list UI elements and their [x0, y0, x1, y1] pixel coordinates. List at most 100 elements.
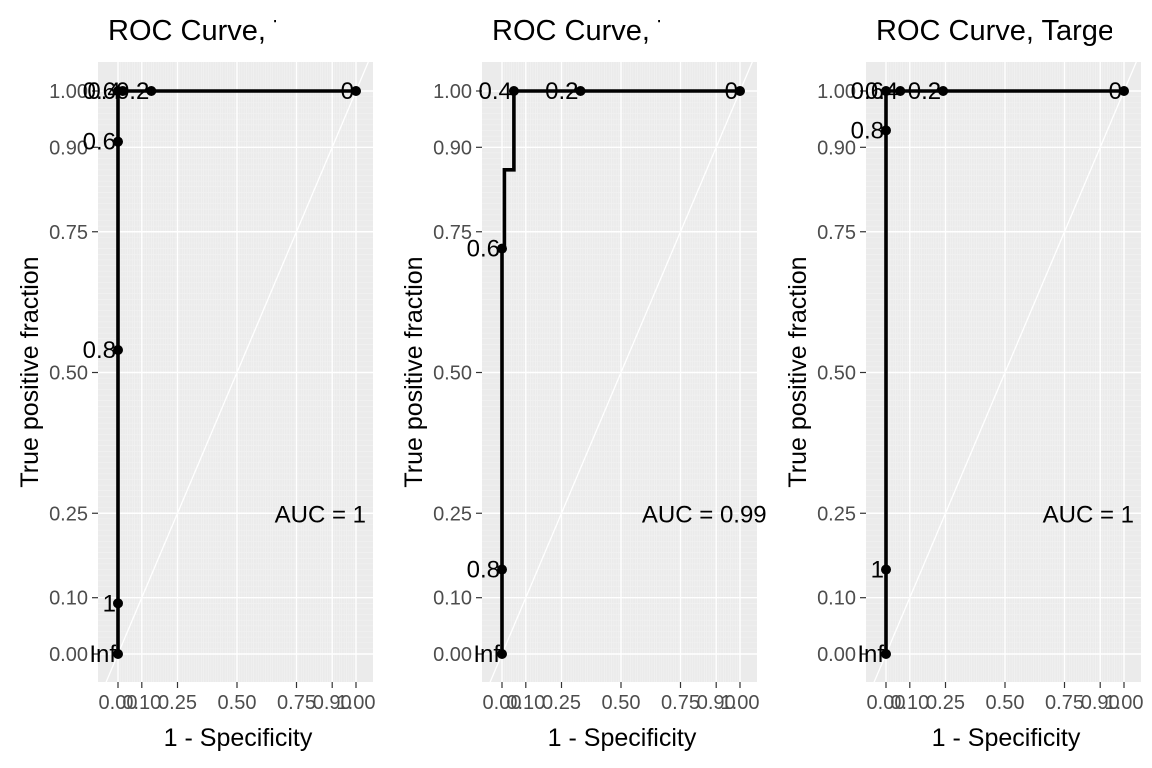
y-tick-label: 1.00	[433, 81, 472, 103]
cutoff-points: Inf 1 0.8 0.60.4 0.2 0	[851, 78, 1129, 668]
cutoff-label: Inf	[89, 641, 116, 668]
x-tick-label: 0.00	[483, 692, 522, 714]
cutoff-point	[881, 564, 891, 575]
cutoff-point	[881, 86, 891, 96]
x-tick-label: 0.25	[542, 692, 581, 714]
axes: 0.000.100.250.500.750.901.000.000.100.25…	[433, 81, 759, 714]
axes: 0.000.100.250.500.750.901.000.000.100.25…	[49, 81, 375, 714]
y-tick-label: 0.50	[433, 363, 472, 385]
cutoff-point	[113, 136, 123, 147]
x-tick-label: 0.10	[506, 692, 545, 714]
diagonal-reference-line	[489, 62, 753, 682]
cutoff-point	[117, 86, 128, 96]
y-tick-label: 0.90	[817, 137, 856, 159]
x-tick-label: 1.00	[337, 692, 376, 714]
y-tick-label: 0.25	[49, 503, 88, 525]
y-axis-label: True positive fraction	[16, 256, 44, 487]
cutoff-label: 1	[103, 590, 116, 617]
cutoff-label: 0.6	[83, 78, 116, 105]
cutoff-label: 0.4	[479, 78, 512, 105]
axes: 0.000.100.250.500.750.901.000.000.100.25…	[817, 81, 1143, 714]
roc-panel-2: 0.000.100.250.500.750.901.000.000.100.25…	[400, 15, 767, 752]
x-tick-label: 0.50	[602, 692, 641, 714]
x-tick-label: 0.00	[99, 692, 138, 714]
y-tick-label: 0.10	[49, 588, 88, 610]
cutoff-label: 0.8	[83, 337, 116, 364]
y-tick-label: 0.25	[817, 503, 856, 525]
cutoff-label: Inf	[473, 641, 500, 668]
x-tick-label: 1.00	[1105, 692, 1144, 714]
y-axis-label: True positive fraction	[400, 256, 428, 487]
x-axis-label: 1 - Specificity	[164, 724, 313, 752]
y-tick-label: 0.90	[49, 137, 88, 159]
y-tick-label: 0.00	[49, 644, 88, 666]
cutoff-point	[351, 86, 361, 96]
cutoff-point	[113, 598, 123, 609]
title-crop-mask	[660, 0, 768, 62]
cutoff-point	[113, 649, 123, 659]
x-tick-label: 0.50	[986, 692, 1025, 714]
y-tick-label: 1.00	[817, 81, 856, 103]
y-tick-label: 0.75	[49, 222, 88, 244]
x-tick-label: 0.25	[158, 692, 197, 714]
cutoff-label: 0.8	[467, 557, 500, 584]
diagonal-reference-line	[873, 62, 1137, 682]
x-tick-label: 0.75	[277, 692, 316, 714]
cutoff-point	[895, 86, 906, 96]
y-tick-label: 0.50	[49, 363, 88, 385]
cutoff-label: 0.6	[83, 129, 116, 156]
y-tick-label: 0.00	[433, 644, 472, 666]
y-tick-label: 1.00	[49, 81, 88, 103]
y-tick-label: 0.75	[433, 222, 472, 244]
cutoff-point	[508, 86, 519, 96]
x-tick-label: 1.00	[721, 692, 760, 714]
cutoff-point	[146, 86, 157, 96]
title-crop-mask	[276, 0, 384, 62]
cutoff-point	[113, 344, 123, 355]
x-tick-label: 0.75	[1045, 692, 1084, 714]
y-tick-label: 0.75	[817, 222, 856, 244]
x-tick-label: 0.10	[122, 692, 161, 714]
x-axis-label: 1 - Specificity	[548, 724, 697, 752]
cutoff-label: 0.4	[87, 78, 120, 105]
cutoff-point	[735, 86, 745, 96]
auc-label: AUC = 1	[275, 501, 366, 528]
cutoff-label: 0.8	[851, 117, 884, 144]
cutoff-label: 0.2	[116, 78, 149, 105]
panel-title: ROC Curve, Target	[876, 15, 1122, 47]
x-tick-label: 0.75	[661, 692, 700, 714]
y-axis-label: True positive fraction	[784, 256, 812, 487]
cutoff-points: Inf 0.8 0.6 0.4 0.2 0	[467, 78, 745, 668]
cutoff-label: 0.6	[467, 236, 500, 263]
plot-area: 0.000.100.250.500.750.901.000.000.100.25…	[817, 62, 1143, 714]
cutoff-point	[1119, 86, 1129, 96]
cutoff-label: 0.2	[545, 78, 578, 105]
auc-label: AUC = 1	[1043, 501, 1134, 528]
y-tick-label: 0.00	[817, 644, 856, 666]
cutoff-point	[881, 125, 891, 136]
roc-panel-3: 0.000.100.250.500.750.901.000.000.100.25…	[784, 15, 1143, 752]
cutoff-label: 0	[725, 78, 738, 105]
title-crop-mask	[1112, 0, 1152, 62]
cutoff-point	[938, 86, 949, 96]
roc-curve-line	[500, 89, 740, 654]
cutoff-label: 0.6	[851, 78, 884, 105]
x-axis-label: 1 - Specificity	[932, 724, 1081, 752]
grid-lines	[98, 62, 373, 682]
cutoff-label: 0.4	[865, 78, 898, 105]
cutoff-label: 0	[1109, 78, 1122, 105]
plot-area: 0.000.100.250.500.750.901.000.000.100.25…	[433, 62, 767, 714]
x-tick-label: 0.10	[890, 692, 929, 714]
plot-area: 0.000.100.250.500.750.901.000.000.100.25…	[49, 62, 375, 714]
y-tick-label: 0.10	[817, 588, 856, 610]
x-tick-label: 0.00	[867, 692, 906, 714]
cutoff-point	[497, 564, 507, 575]
cutoff-point	[575, 86, 586, 96]
y-tick-label: 0.50	[817, 363, 856, 385]
cutoff-point	[497, 243, 507, 254]
grid-lines	[866, 62, 1141, 682]
y-tick-label: 0.25	[433, 503, 472, 525]
cutoff-label: 0	[341, 78, 354, 105]
